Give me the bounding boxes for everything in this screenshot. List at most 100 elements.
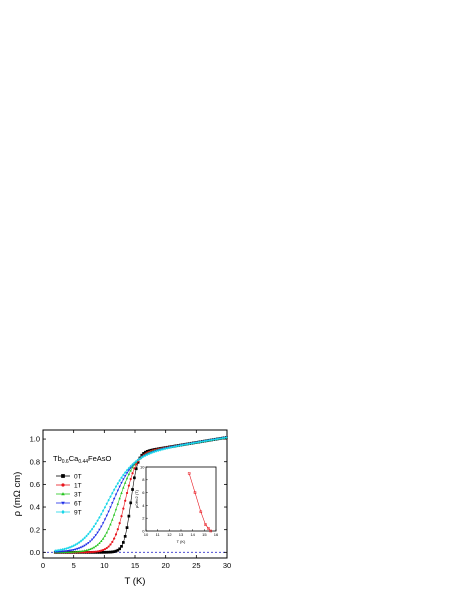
data-point (214, 437, 217, 441)
y-tick-label: 0.0 (30, 548, 40, 557)
inset-y-tick-label: 0 (142, 528, 145, 533)
data-point (72, 548, 75, 552)
data-point (129, 466, 132, 470)
data-point (125, 491, 129, 495)
data-point (76, 542, 79, 546)
data-point (74, 543, 77, 547)
data-point (103, 548, 107, 551)
data-point (114, 508, 118, 511)
data-point (129, 501, 133, 505)
data-point (219, 436, 223, 440)
data-point (190, 441, 193, 445)
data-point (116, 481, 120, 485)
data-point (109, 543, 112, 546)
inset-y-tick-label: 2 (142, 516, 145, 521)
data-point (111, 518, 114, 521)
data-point (63, 547, 66, 551)
data-point (123, 475, 127, 478)
y-tick-label: 1.0 (30, 435, 40, 444)
data-point (66, 549, 70, 553)
data-point (160, 448, 164, 451)
data-point (101, 537, 105, 540)
data-point (169, 445, 173, 449)
data-point (65, 550, 68, 553)
data-point (201, 440, 204, 443)
data-point (103, 534, 107, 537)
x-tick-label: 0 (41, 561, 45, 570)
data-point (129, 477, 132, 481)
inset-x-tick-label: 12 (167, 532, 172, 537)
data-point (109, 506, 112, 509)
inset-y-tick-label: 10 (140, 464, 145, 469)
data-point (111, 491, 114, 495)
inset-x-tick-label: 10 (144, 532, 149, 537)
data-point (203, 439, 206, 443)
inset-x-axis-label: T (K) (177, 539, 186, 544)
data-point (120, 476, 123, 480)
data-point (57, 548, 61, 552)
data-point (179, 444, 182, 447)
data-point (59, 550, 62, 553)
data-point (210, 438, 213, 442)
data-point (149, 451, 153, 455)
y-tick-label: 0.6 (30, 480, 40, 489)
inset-x-tick-label: 11 (156, 532, 161, 537)
data-point (105, 546, 108, 550)
data-point (100, 539, 103, 543)
data-point (98, 550, 101, 553)
data-point (107, 510, 110, 513)
data-point (157, 449, 160, 452)
inset-data-point (207, 527, 210, 530)
data-point (133, 461, 136, 465)
data-point (94, 544, 97, 548)
x-tick-label: 15 (131, 561, 139, 570)
data-point (76, 547, 79, 551)
data-point (212, 438, 215, 442)
data-point (217, 437, 221, 441)
data-point (111, 540, 114, 544)
x-tick-label: 10 (100, 561, 108, 570)
data-point (112, 497, 116, 501)
data-point (111, 502, 114, 505)
data-point (96, 550, 99, 553)
data-point (182, 443, 186, 447)
data-point (125, 468, 129, 472)
data-point (197, 440, 200, 444)
legend-label-0T: 0T (74, 474, 82, 481)
data-point (144, 454, 147, 457)
data-point (103, 518, 107, 521)
data-point (129, 469, 132, 472)
main-axis-ticks: 0 5 10 15 20 25 300.00.20.40.60.81.0 (30, 430, 231, 570)
main-data-series (53, 436, 228, 554)
data-point (118, 547, 122, 551)
data-point (54, 549, 57, 553)
data-point (96, 543, 99, 546)
data-point (81, 549, 85, 552)
inset-axis-ticks: 10 11 12 13 14 15 16 0 2 4 6 8 10 (140, 464, 219, 537)
data-point (98, 516, 101, 519)
data-point (76, 550, 79, 553)
inset-y-tick-label: 4 (142, 503, 145, 508)
data-point (70, 545, 74, 548)
data-point (116, 548, 120, 552)
legend-marker-3T (61, 492, 65, 496)
data-point (63, 550, 66, 553)
data-point (122, 473, 125, 477)
inset-x-tick-label: 14 (190, 532, 195, 537)
data-point (206, 439, 210, 442)
data-point (151, 450, 154, 454)
data-point (125, 472, 129, 475)
data-point (120, 481, 123, 485)
data-point (166, 446, 169, 450)
data-point (136, 458, 140, 462)
data-point (195, 441, 199, 444)
data-point (87, 551, 90, 554)
data-point (55, 549, 59, 552)
data-point (173, 445, 177, 448)
data-point (105, 531, 108, 534)
data-point (81, 545, 85, 548)
data-point (135, 459, 138, 463)
data-point (59, 548, 62, 552)
data-point (142, 455, 145, 458)
